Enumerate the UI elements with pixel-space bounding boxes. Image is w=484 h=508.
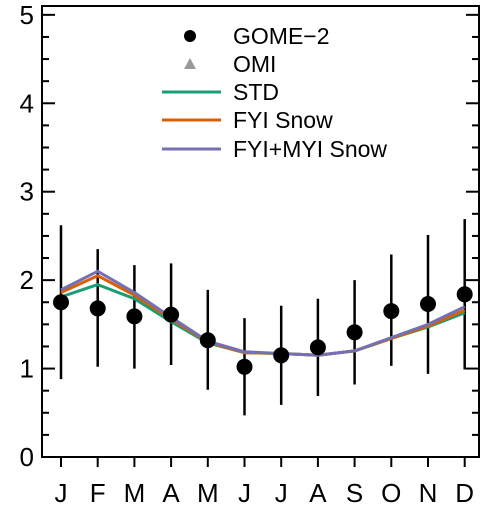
y-tick-label: 0 xyxy=(20,442,34,472)
legend-label-gome2: GOME−2 xyxy=(233,23,330,49)
legend-label-series: FYI Snow xyxy=(233,107,333,133)
error-bars xyxy=(59,219,466,416)
legend-marker-omi xyxy=(184,58,196,69)
x-tick-label: M xyxy=(124,478,146,508)
series-line-fyi-snow xyxy=(60,274,466,357)
series-line-fyi-myi-snow xyxy=(60,269,466,357)
plot-frame xyxy=(41,5,480,458)
gome2-point xyxy=(273,347,290,364)
gome2-point xyxy=(383,303,400,320)
gome2-point xyxy=(456,286,473,303)
y-tick-label: 1 xyxy=(20,354,34,384)
x-tick-label: F xyxy=(90,478,106,508)
gome2-point xyxy=(420,296,436,313)
axes xyxy=(41,5,480,467)
y-tick-label: 2 xyxy=(20,265,34,295)
gome2-point xyxy=(236,358,253,375)
x-tick-label: J xyxy=(238,478,251,508)
x-tick-label: S xyxy=(346,478,363,508)
x-tick-label: N xyxy=(419,478,438,508)
x-tick-label: D xyxy=(455,478,474,508)
x-tick-label: O xyxy=(381,478,401,508)
legend-label-series: STD xyxy=(233,79,279,105)
x-tick-label: M xyxy=(197,478,219,508)
gome2-point xyxy=(346,324,363,341)
x-tick-label: J xyxy=(55,478,68,508)
y-tick-label: 5 xyxy=(20,0,34,30)
gome2-point xyxy=(199,332,216,349)
data-markers xyxy=(53,286,473,375)
gome2-point xyxy=(309,339,326,356)
legend-label-omi: OMI xyxy=(233,51,276,77)
series-line-std xyxy=(60,283,466,357)
legend-marker-gome2 xyxy=(184,30,196,42)
series-lines xyxy=(60,269,466,357)
x-tick-label: A xyxy=(162,478,180,508)
legend-label-series: FYI+MYI Snow xyxy=(233,136,387,162)
x-tick-label: J xyxy=(275,478,288,508)
gome2-point xyxy=(53,294,69,311)
y-tick-label: 4 xyxy=(20,88,34,118)
gome2-point xyxy=(89,300,106,317)
gome2-point xyxy=(163,306,180,323)
y-tick-label: 3 xyxy=(20,177,34,207)
x-tick-label: A xyxy=(309,478,327,508)
gome2-point xyxy=(126,308,143,325)
